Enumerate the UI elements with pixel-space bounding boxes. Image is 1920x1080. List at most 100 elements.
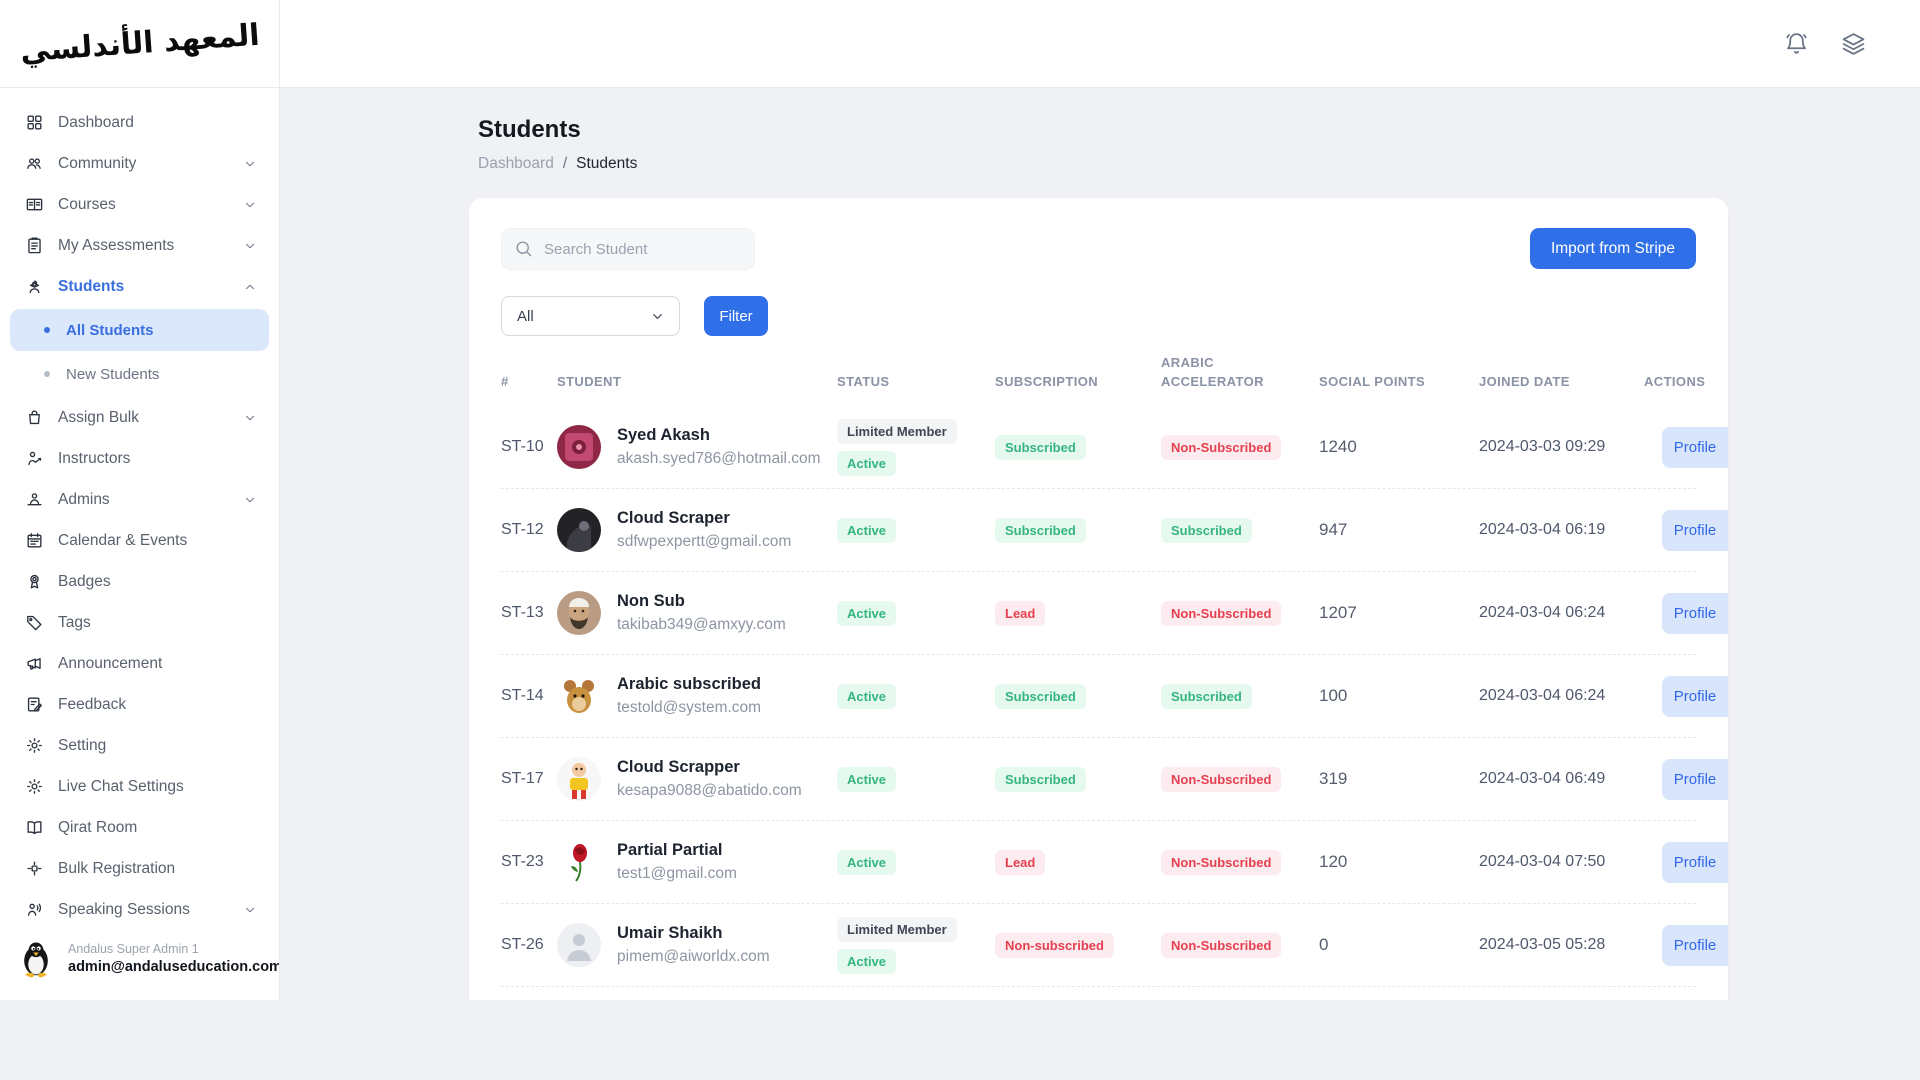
bullet-icon bbox=[44, 371, 50, 377]
sidebar-user[interactable]: Andalus Super Admin 1 admin@andaluseduca… bbox=[0, 920, 279, 1000]
students-card: Import from Stripe All Filter # STUDENT ST… bbox=[469, 198, 1728, 1000]
profile-button[interactable]: Profile bbox=[1662, 841, 1728, 883]
sidebar-item-dashboard[interactable]: Dashboard bbox=[0, 102, 279, 143]
social-points: 319 bbox=[1319, 769, 1348, 788]
sidebar-item-label: Bulk Registration bbox=[58, 859, 176, 877]
status-cell: Active bbox=[837, 766, 995, 792]
student-id: ST-17 bbox=[501, 770, 544, 787]
profile-button[interactable]: Profile bbox=[1662, 509, 1728, 551]
filter-button[interactable]: Filter bbox=[704, 296, 768, 336]
column-header-social-points: SOCIAL POINTS bbox=[1319, 374, 1426, 390]
profile-button[interactable]: Profile bbox=[1662, 592, 1728, 634]
sidebar-item-label: Setting bbox=[58, 736, 107, 754]
arabic-accelerator-cell: Subscribed bbox=[1161, 517, 1319, 543]
table-body: ST-10 Syed Akash akash.syed786@hotmail.c… bbox=[501, 406, 1728, 1000]
joined-date: 2024-03-04 06:19 bbox=[1479, 521, 1606, 538]
student-text: Umair Shaikh pimem@aiworldx.com bbox=[617, 924, 770, 966]
breadcrumb-dashboard-link[interactable]: Dashboard bbox=[478, 155, 554, 172]
actions-cell: Profile bbox=[1644, 758, 1728, 800]
student-avatar bbox=[557, 757, 601, 801]
badge-active: Active bbox=[837, 849, 897, 875]
status-cell: Limited Member Active bbox=[837, 418, 995, 476]
sidebar-item-instructors[interactable]: Instructors bbox=[0, 438, 279, 479]
subscription-cell: Subscribed bbox=[995, 683, 1161, 709]
chevron-down-icon bbox=[243, 239, 257, 253]
student-name: Non Sub bbox=[617, 592, 685, 610]
joined-date: 2024-03-04 06:24 bbox=[1479, 687, 1606, 704]
filter-row: All Filter bbox=[501, 296, 1696, 336]
sidebar-item-admins[interactable]: Admins bbox=[0, 479, 279, 520]
subscription-cell: Lead bbox=[995, 849, 1161, 875]
badge-subscribed: Subscribed bbox=[1161, 683, 1252, 709]
card-toolbar: Import from Stripe bbox=[501, 228, 1696, 270]
status-cell: Limited Member Active bbox=[837, 916, 995, 974]
joined-date: 2024-03-04 06:49 bbox=[1479, 770, 1606, 787]
actions-cell: Profile bbox=[1644, 675, 1728, 717]
sidebar-item-feedback[interactable]: Feedback bbox=[0, 684, 279, 725]
student-text: Non Sub takibab349@amxyy.com bbox=[617, 592, 786, 634]
user-meta: Andalus Super Admin 1 admin@andaluseduca… bbox=[68, 942, 279, 975]
notification-bell-icon[interactable] bbox=[1784, 31, 1809, 56]
student-cell: Arabic subscribed testold@system.com bbox=[557, 674, 837, 718]
sidebar-item-speaking-sessions[interactable]: Speaking Sessions bbox=[0, 889, 279, 920]
student-avatar bbox=[557, 840, 601, 884]
sidebar-item-bulk-registration[interactable]: Bulk Registration bbox=[0, 848, 279, 889]
sidebar-item-label: Badges bbox=[58, 572, 111, 590]
search-input[interactable] bbox=[501, 228, 755, 270]
subscription-cell: Subscribed bbox=[995, 517, 1161, 543]
import-from-stripe-button[interactable]: Import from Stripe bbox=[1529, 228, 1696, 269]
table-row: ST-13 Non Sub takibab349@amxyy.com Activ… bbox=[501, 572, 1728, 655]
student-cell: Cloud Scraper sdfwpexpertt@gmail.com bbox=[557, 508, 837, 552]
sidebar-item-calendar-events[interactable]: Calendar & Events bbox=[0, 520, 279, 561]
brand-logo[interactable]: المعهد الأندلسي bbox=[0, 0, 279, 88]
sidebar-item-my-assessments[interactable]: My Assessments bbox=[0, 225, 279, 266]
student-name: Cloud Scraper bbox=[617, 509, 730, 527]
actions-cell: Profile bbox=[1644, 509, 1728, 551]
profile-button[interactable]: Profile bbox=[1662, 758, 1728, 800]
badge-non-subscribed: Non-Subscribed bbox=[1161, 434, 1282, 460]
student-name: Partial Partial bbox=[617, 841, 723, 859]
sidebar-item-label: Announcement bbox=[58, 654, 163, 672]
sidebar-item-tags[interactable]: Tags bbox=[0, 602, 279, 643]
sidebar-item-label: Qirat Room bbox=[58, 818, 138, 836]
chevron-down-icon bbox=[243, 411, 257, 425]
dashboard-icon bbox=[24, 113, 44, 133]
student-name: Syed Akash bbox=[617, 426, 710, 444]
page-head: Students Dashboard / Students bbox=[478, 116, 1728, 173]
table-row: ST-23 Partial Partial test1@gmail.com Ac… bbox=[501, 821, 1728, 904]
sidebar-item-live-chat-settings[interactable]: Live Chat Settings bbox=[0, 766, 279, 807]
badge-active: Active bbox=[837, 683, 897, 709]
layers-icon[interactable] bbox=[1841, 31, 1866, 56]
sidebar-item-announcement[interactable]: Announcement bbox=[0, 643, 279, 684]
sidebar-item-assign-bulk[interactable]: Assign Bulk bbox=[0, 397, 279, 438]
sidebar-item-qirat-room[interactable]: Qirat Room bbox=[0, 807, 279, 848]
profile-button[interactable]: Profile bbox=[1662, 675, 1728, 717]
sidebar-item-courses[interactable]: Courses bbox=[0, 184, 279, 225]
profile-button[interactable]: Profile bbox=[1662, 924, 1728, 966]
instructors-icon bbox=[24, 449, 44, 469]
column-header-status: STATUS bbox=[837, 374, 890, 390]
sidebar-item-label: Tags bbox=[58, 613, 91, 631]
badge-subscribed: Subscribed bbox=[995, 517, 1086, 543]
profile-button[interactable]: Profile bbox=[1662, 426, 1728, 468]
sidebar-item-label: Admins bbox=[58, 490, 110, 508]
sidebar-item-setting[interactable]: Setting bbox=[0, 725, 279, 766]
table-row: ST-10 Syed Akash akash.syed786@hotmail.c… bbox=[501, 406, 1728, 489]
sidebar-item-students[interactable]: Students bbox=[0, 266, 279, 307]
search-box bbox=[501, 228, 755, 270]
social-points: 100 bbox=[1319, 686, 1348, 705]
sidebar-subitem-new-students[interactable]: New Students bbox=[10, 353, 269, 395]
student-id: ST-10 bbox=[501, 438, 544, 455]
sidebar-item-community[interactable]: Community bbox=[0, 143, 279, 184]
student-name: Cloud Scrapper bbox=[617, 758, 740, 776]
bulk-registration-icon bbox=[24, 859, 44, 879]
student-avatar bbox=[557, 923, 601, 967]
sidebar-subitem-all-students[interactable]: All Students bbox=[10, 309, 269, 351]
students-icon bbox=[24, 277, 44, 297]
sidebar-item-badges[interactable]: Badges bbox=[0, 561, 279, 602]
settings-icon bbox=[24, 736, 44, 756]
filter-select[interactable]: All bbox=[501, 296, 680, 336]
badge-non-subscribed: Non-Subscribed bbox=[1161, 766, 1282, 792]
column-header-arabic-accelerator: ARABIC ACCELERATOR bbox=[1161, 355, 1264, 390]
